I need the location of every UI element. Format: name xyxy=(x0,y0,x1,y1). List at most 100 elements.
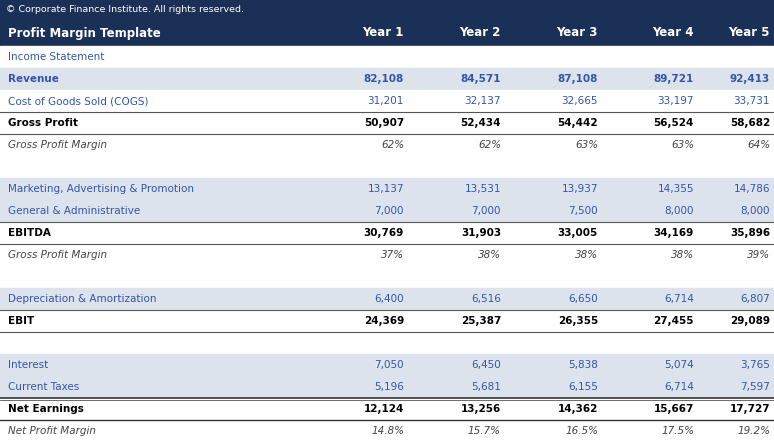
Text: 62%: 62% xyxy=(478,140,501,150)
Bar xyxy=(0,20,774,46)
Text: 52,434: 52,434 xyxy=(461,118,501,128)
Bar xyxy=(0,68,774,90)
Text: Year 5: Year 5 xyxy=(728,27,770,40)
Text: 13,531: 13,531 xyxy=(464,184,501,194)
Text: © Corporate Finance Institute. All rights reserved.: © Corporate Finance Institute. All right… xyxy=(6,5,244,15)
Text: 31,201: 31,201 xyxy=(368,96,404,106)
Text: 32,137: 32,137 xyxy=(464,96,501,106)
Text: 6,450: 6,450 xyxy=(471,360,501,370)
Text: 27,455: 27,455 xyxy=(653,316,694,326)
Text: General & Administrative: General & Administrative xyxy=(8,206,140,216)
Text: Income Statement: Income Statement xyxy=(8,52,104,62)
Text: 82,108: 82,108 xyxy=(364,74,404,84)
Bar xyxy=(0,112,774,134)
Text: 38%: 38% xyxy=(478,250,501,260)
Text: 34,169: 34,169 xyxy=(654,228,694,238)
Text: Current Taxes: Current Taxes xyxy=(8,382,79,392)
Bar xyxy=(0,310,774,332)
Text: 6,650: 6,650 xyxy=(568,294,598,304)
Bar xyxy=(0,156,774,178)
Bar xyxy=(0,244,774,266)
Text: Profit Margin Template: Profit Margin Template xyxy=(8,27,161,40)
Text: 17.5%: 17.5% xyxy=(661,426,694,436)
Text: 6,714: 6,714 xyxy=(664,294,694,304)
Text: Year 2: Year 2 xyxy=(460,27,501,40)
Bar xyxy=(0,178,774,200)
Text: Marketing, Advertising & Promotion: Marketing, Advertising & Promotion xyxy=(8,184,194,194)
Text: 19.2%: 19.2% xyxy=(737,426,770,436)
Text: 8,000: 8,000 xyxy=(741,206,770,216)
Text: EBIT: EBIT xyxy=(8,316,34,326)
Text: 6,516: 6,516 xyxy=(471,294,501,304)
Text: 13,256: 13,256 xyxy=(461,404,501,414)
Text: 14,786: 14,786 xyxy=(734,184,770,194)
Text: 26,355: 26,355 xyxy=(558,316,598,326)
Text: EBITDA: EBITDA xyxy=(8,228,51,238)
Bar xyxy=(0,134,774,156)
Text: 6,155: 6,155 xyxy=(568,382,598,392)
Text: 12,124: 12,124 xyxy=(364,404,404,414)
Text: 3,765: 3,765 xyxy=(740,360,770,370)
Bar xyxy=(0,222,774,244)
Text: 37%: 37% xyxy=(381,250,404,260)
Text: 32,665: 32,665 xyxy=(561,96,598,106)
Text: 13,937: 13,937 xyxy=(561,184,598,194)
Text: 7,597: 7,597 xyxy=(740,382,770,392)
Text: Cost of Goods Sold (COGS): Cost of Goods Sold (COGS) xyxy=(8,96,149,106)
Text: 38%: 38% xyxy=(575,250,598,260)
Bar xyxy=(0,266,774,288)
Text: 6,714: 6,714 xyxy=(664,382,694,392)
Text: 7,000: 7,000 xyxy=(471,206,501,216)
Text: 29,089: 29,089 xyxy=(730,316,770,326)
Bar xyxy=(0,376,774,398)
Bar xyxy=(0,332,774,354)
Text: 35,896: 35,896 xyxy=(730,228,770,238)
Text: Gross Profit: Gross Profit xyxy=(8,118,78,128)
Text: Depreciation & Amortization: Depreciation & Amortization xyxy=(8,294,156,304)
Text: 50,907: 50,907 xyxy=(364,118,404,128)
Text: 6,807: 6,807 xyxy=(740,294,770,304)
Text: 7,000: 7,000 xyxy=(375,206,404,216)
Bar xyxy=(0,200,774,222)
Text: 5,681: 5,681 xyxy=(471,382,501,392)
Text: 63%: 63% xyxy=(575,140,598,150)
Text: Net Earnings: Net Earnings xyxy=(8,404,84,414)
Text: 8,000: 8,000 xyxy=(665,206,694,216)
Text: Year 1: Year 1 xyxy=(363,27,404,40)
Text: 58,682: 58,682 xyxy=(730,118,770,128)
Text: 15.7%: 15.7% xyxy=(468,426,501,436)
Text: 30,769: 30,769 xyxy=(364,228,404,238)
Text: 17,727: 17,727 xyxy=(729,404,770,414)
Bar xyxy=(0,398,774,420)
Text: Net Profit Margin: Net Profit Margin xyxy=(8,426,96,436)
Text: 38%: 38% xyxy=(671,250,694,260)
Text: 63%: 63% xyxy=(671,140,694,150)
Bar xyxy=(0,46,774,68)
Text: 33,005: 33,005 xyxy=(558,228,598,238)
Text: Gross Profit Margin: Gross Profit Margin xyxy=(8,250,107,260)
Text: 7,500: 7,500 xyxy=(568,206,598,216)
Text: 5,838: 5,838 xyxy=(568,360,598,370)
Text: 14,355: 14,355 xyxy=(657,184,694,194)
Text: 33,197: 33,197 xyxy=(657,96,694,106)
Text: 54,442: 54,442 xyxy=(557,118,598,128)
Text: 14.8%: 14.8% xyxy=(371,426,404,436)
Bar xyxy=(0,0,774,20)
Text: 33,731: 33,731 xyxy=(734,96,770,106)
Bar xyxy=(0,288,774,310)
Text: 92,413: 92,413 xyxy=(730,74,770,84)
Text: 6,400: 6,400 xyxy=(375,294,404,304)
Text: 56,524: 56,524 xyxy=(653,118,694,128)
Bar xyxy=(0,354,774,376)
Text: 14,362: 14,362 xyxy=(557,404,598,414)
Text: 89,721: 89,721 xyxy=(654,74,694,84)
Text: Interest: Interest xyxy=(8,360,48,370)
Text: 25,387: 25,387 xyxy=(461,316,501,326)
Text: 62%: 62% xyxy=(381,140,404,150)
Text: 24,369: 24,369 xyxy=(364,316,404,326)
Text: 87,108: 87,108 xyxy=(557,74,598,84)
Text: 39%: 39% xyxy=(747,250,770,260)
Text: Year 3: Year 3 xyxy=(557,27,598,40)
Text: 31,903: 31,903 xyxy=(461,228,501,238)
Text: 5,196: 5,196 xyxy=(374,382,404,392)
